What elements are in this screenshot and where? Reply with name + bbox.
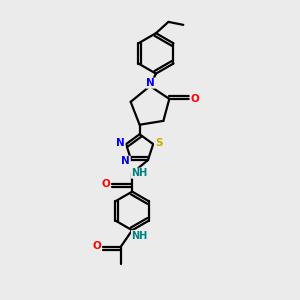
- Text: O: O: [190, 94, 199, 104]
- Text: O: O: [101, 178, 110, 189]
- Text: O: O: [92, 241, 101, 251]
- Text: S: S: [155, 138, 162, 148]
- Text: N: N: [122, 156, 130, 166]
- Text: NH: NH: [131, 231, 148, 241]
- Text: N: N: [116, 138, 125, 148]
- Text: NH: NH: [131, 168, 148, 178]
- Text: N: N: [146, 78, 155, 88]
